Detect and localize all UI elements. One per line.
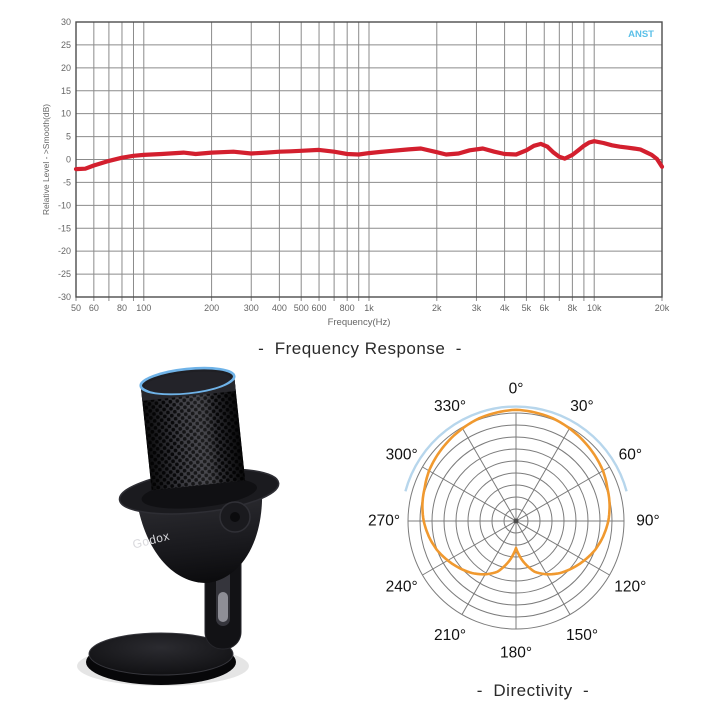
- svg-text:500: 500: [294, 303, 309, 313]
- svg-text:100: 100: [136, 303, 151, 313]
- svg-text:4k: 4k: [500, 303, 510, 313]
- directivity-caption: - Directivity -: [476, 681, 590, 700]
- svg-text:-20: -20: [58, 246, 71, 256]
- chart-watermark: ANST: [628, 29, 654, 40]
- svg-text:2k: 2k: [432, 303, 442, 313]
- svg-text:10k: 10k: [587, 303, 602, 313]
- mic-bracket-slot-light: [218, 592, 228, 622]
- microphone-photo: Godox: [77, 366, 280, 686]
- svg-text:80: 80: [117, 303, 127, 313]
- svg-text:-15: -15: [58, 223, 71, 233]
- freq-y-axis-label: Relative Level - >Smooth(dB): [41, 104, 51, 215]
- svg-text:10: 10: [61, 109, 71, 119]
- svg-text:120°: 120°: [614, 579, 646, 596]
- svg-text:330°: 330°: [434, 398, 466, 415]
- svg-text:180°: 180°: [500, 645, 532, 662]
- svg-text:20: 20: [61, 63, 71, 73]
- svg-text:90°: 90°: [636, 513, 659, 530]
- svg-text:800: 800: [340, 303, 355, 313]
- svg-text:-5: -5: [63, 177, 71, 187]
- svg-text:200: 200: [204, 303, 219, 313]
- svg-text:50: 50: [71, 303, 81, 313]
- freq-plot-frame: [75, 21, 663, 298]
- directivity-polar-chart: 0° 30° 60° 90° 120° 150° 180° 210° 240° 270° 300° 3…: [368, 381, 660, 662]
- frequency-response-caption: - Frequency Response -: [258, 339, 462, 358]
- response-curve: [73, 139, 665, 172]
- svg-text:60°: 60°: [619, 447, 642, 464]
- svg-text:20k: 20k: [655, 303, 670, 313]
- svg-text:30: 30: [61, 17, 71, 27]
- svg-text:25: 25: [61, 40, 71, 50]
- svg-text:15: 15: [61, 86, 71, 96]
- svg-text:-10: -10: [58, 200, 71, 210]
- svg-text:270°: 270°: [368, 513, 400, 530]
- freq-x-axis-label: Frequency(Hz): [328, 317, 391, 328]
- svg-text:5: 5: [66, 132, 71, 142]
- svg-text:6k: 6k: [539, 303, 549, 313]
- cardioid-pattern-curve: [421, 408, 611, 576]
- freq-grid: [75, 21, 663, 301]
- mic-base-top: [88, 632, 234, 676]
- svg-text:3k: 3k: [472, 303, 482, 313]
- svg-text:5k: 5k: [522, 303, 532, 313]
- mic-pivot-screw: [230, 512, 240, 522]
- svg-text:400: 400: [272, 303, 287, 313]
- svg-text:210°: 210°: [434, 627, 466, 644]
- svg-text:600: 600: [312, 303, 327, 313]
- polar-center-dot: [513, 518, 519, 524]
- svg-text:-30: -30: [58, 292, 71, 302]
- mic-grille-shading: [141, 379, 246, 491]
- svg-text:0: 0: [66, 155, 71, 165]
- svg-text:30°: 30°: [570, 398, 593, 415]
- svg-text:60: 60: [89, 303, 99, 313]
- svg-text:8k: 8k: [568, 303, 578, 313]
- secondary-pattern-curve: [404, 405, 628, 492]
- svg-text:-25: -25: [58, 269, 71, 279]
- svg-text:0°: 0°: [509, 381, 524, 398]
- mic-body: Godox: [118, 366, 280, 583]
- svg-text:150°: 150°: [566, 627, 598, 644]
- svg-text:240°: 240°: [386, 579, 418, 596]
- svg-text:1k: 1k: [364, 303, 374, 313]
- svg-text:300: 300: [244, 303, 259, 313]
- mic-top-cap: [144, 371, 231, 394]
- svg-text:300°: 300°: [386, 447, 418, 464]
- polar-angle-labels: 0° 30° 60° 90° 120° 150° 180° 210° 240° 270° 300° 3…: [368, 381, 660, 662]
